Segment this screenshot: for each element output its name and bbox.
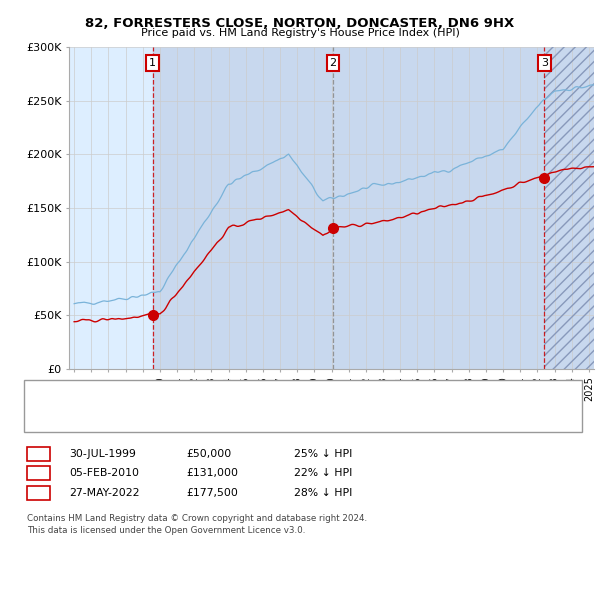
Text: ─────: ───── (33, 412, 68, 425)
Text: £131,000: £131,000 (186, 468, 238, 478)
Text: 1: 1 (35, 449, 42, 458)
Text: Price paid vs. HM Land Registry's House Price Index (HPI): Price paid vs. HM Land Registry's House … (140, 28, 460, 38)
Text: 2: 2 (329, 58, 337, 68)
Text: 22% ↓ HPI: 22% ↓ HPI (294, 468, 352, 478)
Bar (544, 47, 600, 369)
Text: 82, FORRESTERS CLOSE, NORTON, DONCASTER,  DN6 9HX (detached house): 82, FORRESTERS CLOSE, NORTON, DONCASTER,… (78, 389, 461, 399)
Bar (544, 47, 600, 369)
Text: 27-MAY-2022: 27-MAY-2022 (69, 489, 139, 498)
Text: ─────: ───── (33, 388, 68, 401)
Text: 82, FORRESTERS CLOSE, NORTON, DONCASTER, DN6 9HX: 82, FORRESTERS CLOSE, NORTON, DONCASTER,… (85, 17, 515, 30)
Text: 1: 1 (149, 58, 156, 68)
Text: 2: 2 (35, 468, 42, 478)
Bar (153, 47, 600, 369)
Text: £177,500: £177,500 (186, 489, 238, 498)
Text: 25% ↓ HPI: 25% ↓ HPI (294, 449, 352, 458)
Text: 28% ↓ HPI: 28% ↓ HPI (294, 489, 352, 498)
Text: 05-FEB-2010: 05-FEB-2010 (69, 468, 139, 478)
Text: 3: 3 (35, 489, 42, 498)
Text: This data is licensed under the Open Government Licence v3.0.: This data is licensed under the Open Gov… (27, 526, 305, 535)
Text: 3: 3 (541, 58, 548, 68)
Text: £50,000: £50,000 (186, 449, 231, 458)
Text: HPI: Average price, detached house, Doncaster: HPI: Average price, detached house, Donc… (78, 414, 314, 424)
Text: 30-JUL-1999: 30-JUL-1999 (69, 449, 136, 458)
Text: Contains HM Land Registry data © Crown copyright and database right 2024.: Contains HM Land Registry data © Crown c… (27, 514, 367, 523)
